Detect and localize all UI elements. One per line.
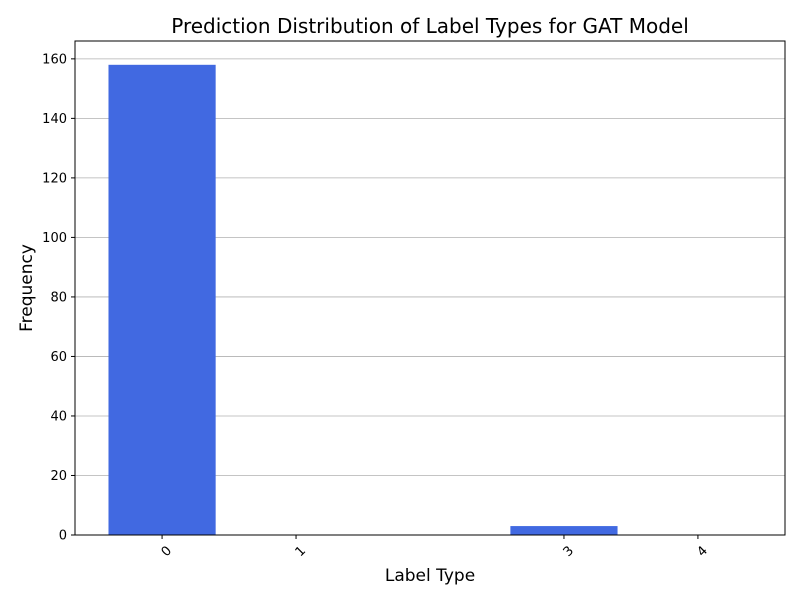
x-axis-label: Label Type xyxy=(385,566,475,586)
bar-0 xyxy=(108,64,216,536)
y-tick-label: 40 xyxy=(50,409,67,424)
y-tick-label: 140 xyxy=(42,112,67,127)
bar-3 xyxy=(510,526,618,535)
x-tick-label: 0 xyxy=(159,543,175,559)
plot-frame xyxy=(74,40,786,536)
chart-title: Prediction Distribution of Label Types f… xyxy=(171,14,689,38)
y-tick-label: 160 xyxy=(42,52,67,67)
y-tick-label: 100 xyxy=(42,231,67,246)
x-tick-label: 4 xyxy=(695,543,711,559)
y-axis-ticks: 0 20 40 60 80 100 120 140 160 xyxy=(42,52,75,544)
x-axis-ticks: 0 1 3 4 xyxy=(159,535,711,560)
y-axis-label: Frequency xyxy=(17,244,37,332)
x-tick-label: 3 xyxy=(561,543,577,559)
y-tick-label: 120 xyxy=(42,171,67,186)
y-tick-label: 20 xyxy=(50,469,67,484)
bars xyxy=(108,64,618,536)
y-tick-label: 80 xyxy=(50,290,67,305)
x-tick-label: 1 xyxy=(293,543,309,559)
y-tick-label: 0 xyxy=(59,529,67,544)
y-tick-label: 60 xyxy=(50,350,67,365)
